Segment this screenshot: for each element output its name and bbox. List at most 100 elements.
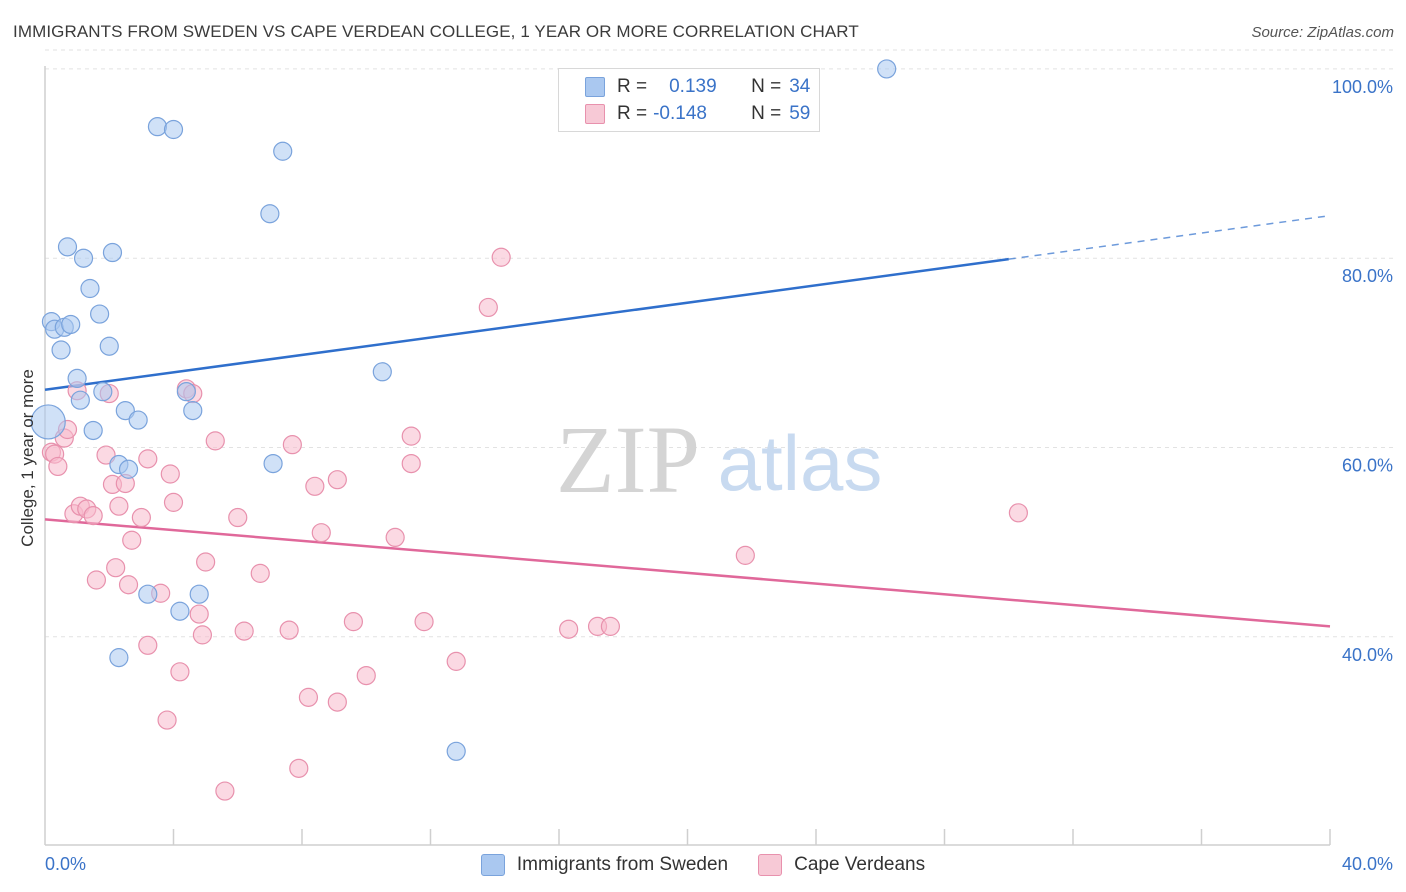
cape-point [282,435,302,455]
sweden-point [147,117,168,137]
cape-point [189,604,209,624]
sweden-point [115,400,135,421]
cape-point [343,612,363,632]
cape-point [48,456,68,477]
sweden-point [57,237,78,257]
r-label: R = [617,76,648,97]
cape-point [163,492,184,512]
sweden-point [877,59,897,79]
r-value: 0.139 [669,76,717,97]
sweden-point [80,278,100,299]
x-tick-label: 40.0% [1342,854,1393,874]
cape-point [298,687,319,707]
sweden-point [176,382,196,402]
cape-point [735,545,755,565]
cape-point [138,449,158,469]
y-tick-label: 40.0% [1342,645,1393,665]
cape-point [196,552,216,572]
y-tick-label: 100.0% [1332,77,1393,97]
trend-lines [44,214,1331,628]
sweden-point [189,584,209,604]
sweden-point [260,204,280,224]
stats-row-sweden: R = 0.139 N = 34 [585,75,810,99]
legend-item-sweden: Immigrants from Sweden [480,854,729,876]
n-value: 34 [789,76,811,97]
sweden-point [163,119,184,140]
cape-point [1008,503,1028,523]
y-tick-label: 60.0% [1342,456,1393,476]
n-label: N = [751,103,782,124]
cape-point [401,453,421,474]
gridlines [45,49,1395,638]
cape-point [215,781,235,801]
sweden-point [61,314,81,335]
cape-swatch-icon [585,104,605,124]
sweden-point [70,390,90,410]
watermark-zip: ZIP [556,406,700,513]
cape-point [478,297,498,318]
n-label: N = [751,76,782,97]
cape-point [205,431,225,451]
cape-point [131,507,151,528]
cape-point [327,470,347,490]
cape-point [414,612,434,632]
cape-point [106,558,126,578]
cape-point [289,758,309,778]
cape-point [305,476,325,496]
cape-point [192,625,213,645]
sweden-point [273,141,293,161]
cape-point [86,570,107,590]
sweden-point [30,404,66,440]
sweden-point [93,382,113,402]
cape-point [385,527,405,548]
stats-legend: R = 0.139 N = 34 R = -0.148 N = 59 [558,68,820,132]
sweden-point [138,584,158,604]
sweden-point [183,400,203,421]
sweden-point [67,368,87,389]
cape-point [109,496,129,516]
cape-point [600,616,621,636]
cape-point [311,523,331,543]
sweden-point [51,340,71,360]
cape-point [327,692,347,712]
legend-item-cape: Cape Verdeans [758,854,925,876]
tick-labels: 40.0% 60.0% 80.0% 100.0% 0.0% 40.0% [45,77,1393,874]
sweden-point [73,248,94,268]
r-value: -0.148 [653,103,707,124]
watermark-atlas: atlas [718,419,883,507]
sweden-swatch-icon [585,77,605,97]
cape-point [157,710,177,730]
cape-point [96,445,116,465]
cape-point [118,575,139,595]
sweden-trend-extension [1008,214,1331,260]
cape-point [122,530,142,550]
axes [44,66,1331,846]
n-value: 59 [789,103,811,124]
sweden-point [83,420,103,441]
source-credit: Source: ZipAtlas.com [1251,24,1394,41]
cape-point [228,507,248,528]
cape-point [279,620,299,640]
x-tick-label: 0.0% [45,854,86,874]
sweden-point [118,459,139,479]
legend-label-sweden: Immigrants from Sweden [516,854,729,875]
sweden-point [109,648,129,668]
watermark: ZIP atlas [556,406,882,513]
stats-row-cape: R = -0.148 N = 59 [585,102,810,126]
cape-point [446,651,466,671]
cape-point [83,506,103,526]
sweden-point [446,741,466,761]
cape-point [160,464,180,484]
cape-swatch-icon [758,854,783,876]
cape-point [138,635,158,655]
cape-point [250,563,270,583]
cape-trend-line [44,518,1331,628]
sweden-point [372,362,392,382]
cape-point [491,247,511,267]
cape-point [170,662,190,682]
sweden-point [99,336,119,356]
y-tick-label: 80.0% [1342,266,1393,286]
r-label: R = [617,103,648,124]
cape-point [401,426,421,446]
